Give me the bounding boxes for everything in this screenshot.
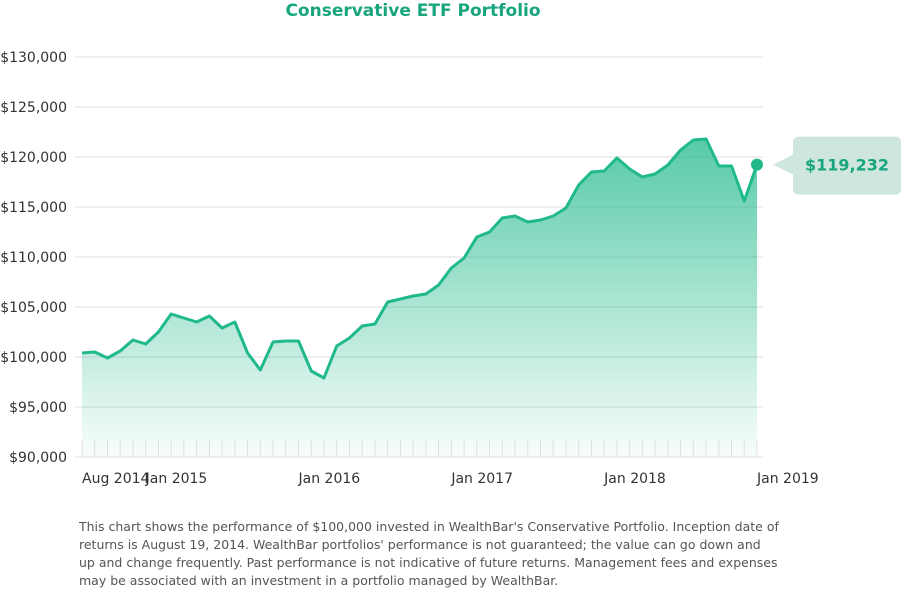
x-tick-label: Jan 2017 [450, 471, 513, 487]
y-tick-label: $110,000 [0, 250, 67, 266]
end-point [751, 158, 763, 171]
chart-title: Conservative ETF Portfolio [285, 1, 540, 21]
y-tick-label: $130,000 [0, 50, 67, 66]
y-tick-label: $125,000 [0, 100, 67, 116]
chart: Conservative ETF Portfolio $90,000 $95,00… [0, 1, 901, 487]
y-tick-label: $105,000 [0, 300, 67, 316]
line [81, 137, 759, 380]
value-label: $119,232 [805, 156, 889, 175]
y-tick-label: $90,000 [9, 450, 67, 466]
y-tick-label: $120,000 [0, 150, 67, 166]
y-tick-label: $100,000 [0, 350, 67, 366]
x-tick-label: Aug 2014 [82, 471, 150, 487]
x-tick-label: Jan 2019 [756, 471, 819, 487]
x-tick-label: Jan 2018 [603, 471, 666, 487]
x-tick-label: Jan 2015 [145, 471, 208, 487]
area [82, 139, 757, 457]
x-tick-label: Jan 2016 [298, 471, 361, 487]
y-tick-label: $95,000 [9, 400, 67, 416]
footnote: This chart shows the performance of $100… [79, 519, 779, 588]
y-tick-label: $115,000 [0, 200, 67, 216]
callout [773, 136, 901, 195]
